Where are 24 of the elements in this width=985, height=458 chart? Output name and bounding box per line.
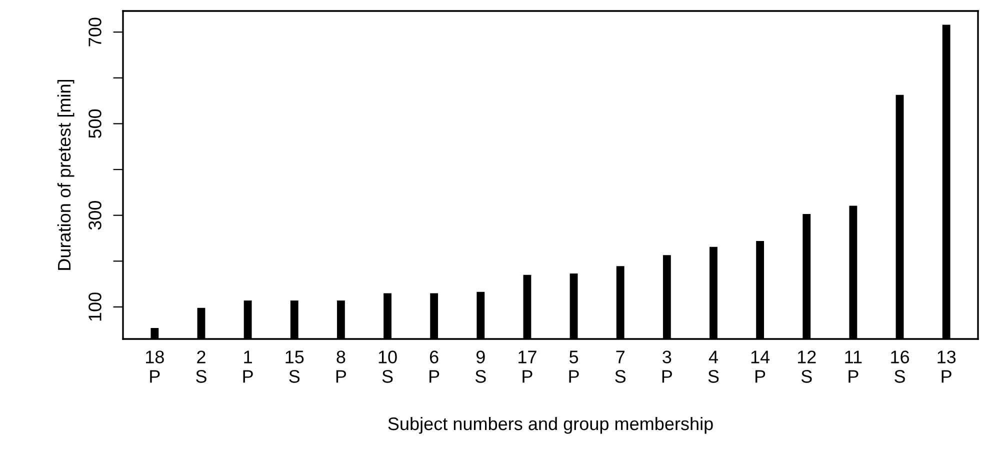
x-tick-label: 9 S (475, 350, 486, 383)
x-axis-title: Subject numbers and group membership (388, 416, 713, 434)
x-tick-label: 10 S (378, 350, 397, 383)
x-tick-label: 14 P (751, 350, 770, 383)
x-tick-label: 12 S (798, 350, 816, 383)
x-tick-label: 11 P (845, 350, 862, 383)
x-tick-label: 17 P (518, 350, 536, 383)
y-tick-label: 300 (88, 200, 102, 230)
y-tick-label: 700 (88, 18, 102, 46)
x-tick-label: 18 P (146, 350, 164, 383)
x-tick-label: 6 P (430, 350, 440, 383)
x-tick-label: 4 S (708, 350, 719, 383)
y-axis-title: Duration of pretest [min] (57, 80, 74, 270)
x-tick-label: 16 S (891, 350, 910, 383)
y-tick-label: 500 (88, 109, 102, 138)
x-tick-label: 15 S (286, 350, 304, 383)
x-tick-label: 8 P (336, 350, 346, 383)
x-tick-label: 13 P (938, 350, 956, 383)
y-tick-label: 100 (88, 292, 102, 321)
x-tick-label: 3 P (662, 350, 672, 383)
x-tick-label: 5 P (569, 350, 579, 383)
x-tick-label: 2 S (196, 350, 206, 383)
x-tick-label: 7 S (615, 350, 626, 383)
x-tick-label: 1 P (243, 350, 253, 383)
